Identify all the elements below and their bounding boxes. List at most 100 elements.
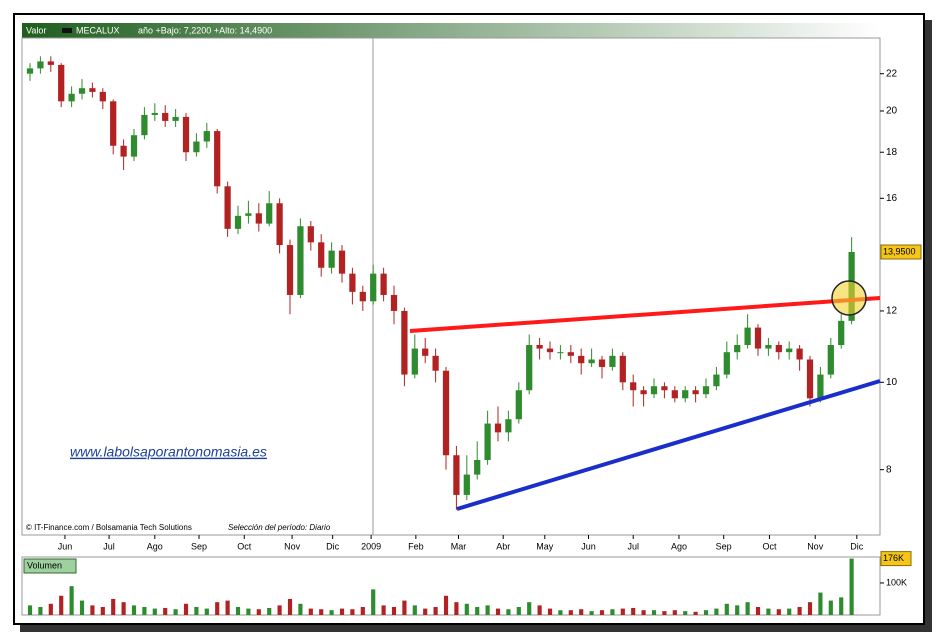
- candle-body: [827, 345, 834, 375]
- x-tick-label: Sep: [716, 541, 732, 551]
- volume-bar: [371, 589, 376, 615]
- watermark: www.labolsaporantonomasia.es: [70, 444, 267, 460]
- volume-label-box: [23, 558, 77, 574]
- candle-body: [754, 327, 762, 349]
- volume-bar: [412, 605, 417, 615]
- volume-bar: [443, 595, 449, 615]
- candle-body: [349, 273, 356, 292]
- candle-body: [536, 345, 543, 349]
- volume-bar: [38, 606, 43, 615]
- volume-title: Volumen: [27, 560, 62, 570]
- candle-body: [432, 355, 439, 371]
- volume-bar: [828, 600, 833, 615]
- volume-bar: [360, 606, 365, 615]
- header-label: Valor: [26, 25, 46, 35]
- volume-bar: [485, 605, 490, 615]
- volume-bar: [631, 607, 636, 615]
- candle-body: [526, 345, 533, 391]
- candle-body: [734, 345, 741, 353]
- y-tick-label: 8: [886, 464, 892, 475]
- volume-bar: [402, 600, 407, 615]
- x-tick-label: May: [536, 541, 554, 551]
- candle-body: [515, 390, 522, 420]
- candle-body: [650, 386, 658, 395]
- candle-body: [671, 390, 678, 399]
- candle-body: [151, 112, 158, 115]
- header-symbol: MECALUX: [76, 25, 120, 35]
- footer-period: Selección del período: Diario: [228, 523, 331, 532]
- volume-bar: [735, 605, 740, 615]
- volume-bar: [329, 610, 334, 615]
- candle-body: [598, 359, 606, 367]
- volume-bar: [391, 606, 397, 615]
- candle-body: [609, 355, 616, 367]
- volume-bar: [69, 586, 74, 615]
- volume-bar: [568, 610, 573, 615]
- volume-bar: [142, 606, 147, 615]
- volume-bar: [516, 606, 521, 615]
- candle-body: [806, 359, 814, 399]
- volume-bar: [173, 609, 178, 615]
- support-line: [456, 379, 881, 511]
- candle-body: [266, 203, 273, 224]
- volume-bar: [256, 609, 261, 615]
- volume-bar: [839, 597, 844, 615]
- candle-body: [661, 386, 668, 391]
- y-tick-label: 20: [886, 106, 898, 117]
- volume-bar: [90, 605, 95, 615]
- x-tick-label: Feb: [408, 541, 424, 551]
- volume-bar: [672, 610, 677, 615]
- candle-body: [89, 88, 96, 92]
- candle-body: [99, 91, 106, 102]
- candle-body: [37, 61, 44, 69]
- candle-body: [723, 352, 730, 375]
- candle-body: [505, 419, 512, 433]
- candle-body: [120, 145, 127, 157]
- volume-bar: [683, 611, 688, 615]
- candle-body: [474, 459, 481, 475]
- volume-bar: [693, 611, 698, 615]
- x-tick-label: Oct: [237, 541, 252, 551]
- volume-bar: [121, 602, 126, 615]
- candle-body: [359, 291, 366, 302]
- candle-body: [630, 382, 637, 391]
- candle-body: [713, 374, 720, 387]
- volume-bar: [745, 602, 750, 615]
- candle-body: [130, 135, 138, 157]
- volume-bar: [163, 607, 168, 615]
- candle-body: [234, 215, 242, 229]
- candle-body: [401, 310, 408, 375]
- candle-body: [744, 327, 751, 346]
- candle-body: [484, 423, 491, 460]
- volume-bar: [641, 610, 646, 615]
- candle-body: [297, 226, 304, 295]
- candle-body: [26, 68, 34, 74]
- candle-body: [370, 273, 377, 302]
- y-tick-label: 12: [886, 306, 898, 317]
- volume-bar: [454, 602, 459, 615]
- volume-bar: [298, 603, 303, 615]
- candle-body: [588, 359, 595, 364]
- volume-bar: [610, 609, 615, 615]
- volume-bar: [183, 603, 189, 615]
- y-tick-label: 100K: [886, 577, 907, 587]
- x-tick-label: Jun: [58, 541, 73, 551]
- candle-body: [786, 348, 793, 353]
- volume-bar: [620, 608, 625, 615]
- volume-bar: [267, 607, 272, 615]
- volume-bar: [776, 609, 781, 615]
- volume-bar: [204, 608, 209, 615]
- volume-bar: [506, 609, 511, 615]
- candle-body: [78, 88, 86, 94]
- volume-bar: [527, 602, 532, 615]
- x-tick-label: Nov: [807, 541, 824, 551]
- volume-bar: [475, 606, 480, 615]
- volume-bar: [319, 609, 324, 615]
- candle-body: [557, 352, 564, 354]
- candle-body: [702, 386, 710, 395]
- last-price-label: 13,9500: [883, 246, 916, 256]
- volume-bar: [111, 598, 116, 615]
- candle-body: [422, 348, 429, 356]
- volume-bar: [766, 608, 771, 615]
